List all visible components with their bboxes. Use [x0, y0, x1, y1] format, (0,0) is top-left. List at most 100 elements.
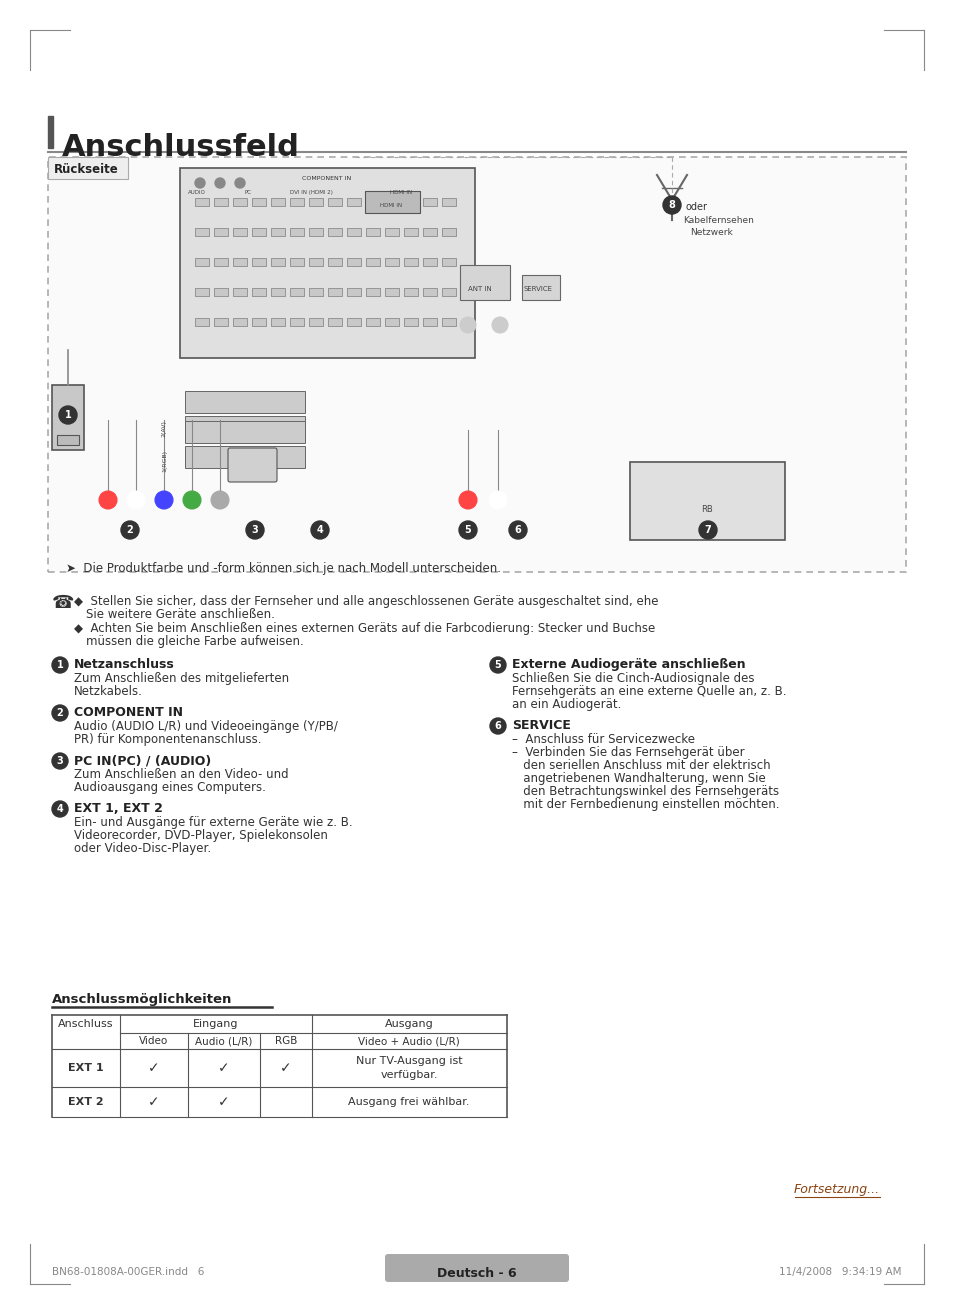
Text: RGB: RGB	[274, 1035, 297, 1046]
Circle shape	[489, 491, 506, 509]
Circle shape	[699, 520, 717, 539]
Circle shape	[214, 177, 225, 188]
FancyBboxPatch shape	[385, 1254, 568, 1282]
Text: Audioausgang eines Computers.: Audioausgang eines Computers.	[74, 781, 266, 794]
FancyBboxPatch shape	[48, 156, 905, 572]
Text: 1: 1	[56, 660, 63, 670]
Text: 4: 4	[316, 526, 323, 535]
Bar	[441, 288, 456, 296]
Text: Netzkabels.: Netzkabels.	[74, 685, 143, 698]
Text: Audio (L/R): Audio (L/R)	[195, 1035, 253, 1046]
Bar	[180, 168, 475, 357]
Bar	[252, 288, 266, 296]
Bar	[422, 229, 436, 237]
Bar	[441, 198, 456, 206]
Bar	[403, 288, 417, 296]
Text: ☎: ☎	[52, 594, 74, 612]
Text: AUDIO: AUDIO	[188, 191, 206, 194]
Text: PC: PC	[245, 191, 252, 194]
Text: Rückseite: Rückseite	[54, 163, 118, 176]
Bar	[309, 258, 323, 265]
Circle shape	[458, 520, 476, 539]
Text: müssen die gleiche Farbe aufweisen.: müssen die gleiche Farbe aufweisen.	[86, 635, 303, 648]
Bar	[347, 229, 360, 237]
Bar	[403, 318, 417, 326]
Bar	[213, 229, 228, 237]
Bar	[194, 229, 209, 237]
Text: ✓: ✓	[148, 1095, 160, 1109]
Bar	[271, 288, 285, 296]
Text: DVI IN (HDMI 2): DVI IN (HDMI 2)	[290, 191, 333, 194]
Text: Videorecorder, DVD-Player, Spielekonsolen: Videorecorder, DVD-Player, Spielekonsole…	[74, 829, 328, 842]
Text: 3: 3	[252, 526, 258, 535]
Bar	[194, 198, 209, 206]
Text: Deutsch - 6: Deutsch - 6	[436, 1267, 517, 1280]
Bar	[233, 198, 247, 206]
Bar	[233, 288, 247, 296]
Circle shape	[59, 406, 77, 424]
Bar	[459, 265, 510, 300]
Text: Schließen Sie die Cinch-Audiosignale des: Schließen Sie die Cinch-Audiosignale des	[512, 671, 754, 685]
Circle shape	[52, 706, 68, 721]
Bar	[271, 258, 285, 265]
Text: mit der Fernbedienung einstellen möchten.: mit der Fernbedienung einstellen möchten…	[512, 798, 779, 811]
Text: ➤  Die Produktfarbe und -form können sich je nach Modell unterscheiden.: ➤ Die Produktfarbe und -form können sich…	[66, 562, 500, 576]
Bar	[403, 229, 417, 237]
Bar	[194, 288, 209, 296]
Bar	[290, 198, 304, 206]
Text: den seriellen Anschluss mit der elektrisch: den seriellen Anschluss mit der elektris…	[512, 759, 770, 773]
Text: Zum Anschließen des mitgelieferten: Zum Anschließen des mitgelieferten	[74, 671, 289, 685]
Text: ANT IN: ANT IN	[468, 286, 491, 292]
Bar	[213, 288, 228, 296]
Bar	[328, 288, 341, 296]
Bar	[328, 318, 341, 326]
Text: PC IN(PC) / (AUDIO): PC IN(PC) / (AUDIO)	[74, 754, 211, 767]
Bar	[194, 318, 209, 326]
Bar	[185, 445, 305, 468]
Bar	[290, 229, 304, 237]
Bar	[233, 229, 247, 237]
Bar	[271, 198, 285, 206]
Bar	[309, 198, 323, 206]
Bar	[252, 198, 266, 206]
Circle shape	[246, 520, 264, 539]
Bar	[422, 258, 436, 265]
Text: Ausgang frei wählbar.: Ausgang frei wählbar.	[348, 1097, 469, 1106]
Text: oder Video-Disc-Player.: oder Video-Disc-Player.	[74, 842, 211, 855]
Bar	[441, 229, 456, 237]
Bar	[403, 198, 417, 206]
Text: ✓: ✓	[148, 1060, 160, 1075]
Text: Netzanschluss: Netzanschluss	[74, 658, 174, 671]
Bar	[385, 229, 398, 237]
Bar	[441, 258, 456, 265]
Bar	[347, 288, 360, 296]
Circle shape	[154, 491, 172, 509]
Bar	[403, 258, 417, 265]
Text: 3: 3	[56, 756, 63, 766]
Text: EXT 1: EXT 1	[68, 1063, 104, 1074]
Text: oder: oder	[685, 202, 707, 212]
Text: 8: 8	[668, 200, 675, 210]
Bar	[385, 288, 398, 296]
Bar	[422, 288, 436, 296]
Circle shape	[311, 520, 329, 539]
Circle shape	[183, 491, 201, 509]
Circle shape	[52, 753, 68, 769]
Bar	[366, 258, 379, 265]
Text: Sie weitere Geräte anschließen.: Sie weitere Geräte anschließen.	[86, 608, 274, 622]
Text: an ein Audiogerät.: an ein Audiogerät.	[512, 698, 620, 711]
Circle shape	[492, 317, 507, 332]
Bar	[252, 229, 266, 237]
Text: SERVICE: SERVICE	[523, 286, 553, 292]
Bar	[422, 318, 436, 326]
Bar	[290, 288, 304, 296]
Bar	[328, 229, 341, 237]
Bar	[252, 318, 266, 326]
Bar	[309, 229, 323, 237]
Bar	[385, 198, 398, 206]
Text: Eingang: Eingang	[193, 1018, 238, 1029]
Bar	[57, 435, 79, 445]
FancyBboxPatch shape	[228, 448, 276, 482]
Bar	[347, 318, 360, 326]
Text: 1(RGB): 1(RGB)	[162, 449, 167, 472]
